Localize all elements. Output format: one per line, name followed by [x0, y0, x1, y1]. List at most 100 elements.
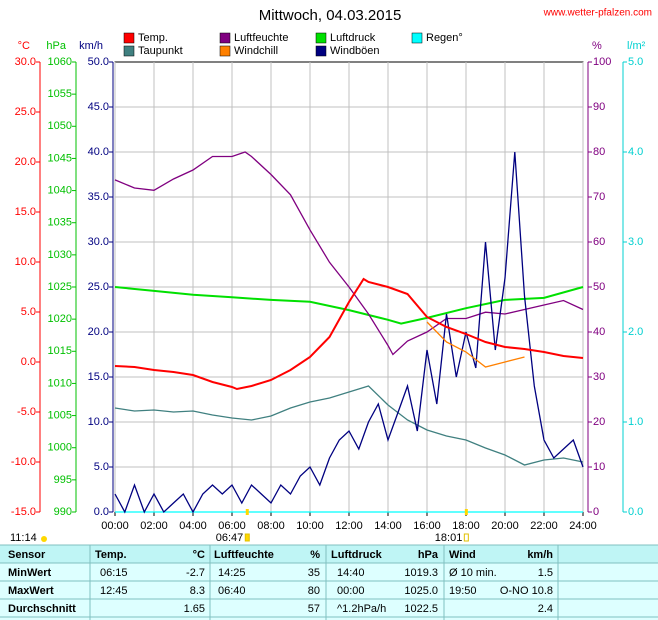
y-tick-label: 20.0 [88, 326, 109, 338]
y-axis-unit: km/h [79, 40, 103, 52]
y-tick-label: 5.0 [94, 461, 109, 473]
table-cell: 06:40 [218, 585, 246, 597]
y-tick-label: 1060 [48, 56, 72, 68]
legend-label: Regen° [426, 32, 463, 44]
y-tick-label: 40.0 [88, 146, 109, 158]
table-header-cell: Wind [449, 549, 476, 561]
x-tick-label: 00:00 [101, 520, 129, 532]
y-tick-label: 1055 [48, 88, 72, 100]
y-tick-label: 2.0 [628, 326, 643, 338]
table-header-cell: Temp. [95, 549, 127, 561]
x-tick-label: 02:00 [140, 520, 168, 532]
table-header-cell: °C [193, 549, 205, 561]
y-tick-label: 45.0 [88, 101, 109, 113]
y-tick-label: 50 [593, 281, 605, 293]
table-cell: 1022.5 [404, 603, 438, 615]
y-tick-label: 0.0 [628, 506, 643, 518]
y-tick-label: -5.0 [17, 406, 36, 418]
y-tick-label: 10.0 [88, 416, 109, 428]
legend-swatch [315, 45, 327, 57]
y-tick-label: 3.0 [628, 236, 643, 248]
legend-swatch [219, 32, 231, 44]
y-tick-label: 15.0 [88, 371, 109, 383]
series-line [114, 277, 584, 391]
table-cell: 19:50 [449, 585, 477, 597]
x-tick-label: 16:00 [413, 520, 441, 532]
x-tick-label: 18:00 [452, 520, 480, 532]
y-tick-label: 1035 [48, 217, 72, 229]
chart-title: Mittwoch, 04.03.2015 [259, 7, 402, 24]
y-tick-label: 25.0 [88, 281, 109, 293]
legend: Temp. Luftfeuchte Luftdruck Regen° Taupunkt W… [123, 32, 463, 57]
x-tick-label: 20:00 [491, 520, 519, 532]
y-tick-label: 0.0 [21, 356, 36, 368]
y-tick-label: 1045 [48, 152, 72, 164]
y-tick-label: 1000 [48, 442, 72, 454]
y-tick-label: 10.0 [15, 256, 36, 268]
series-line [114, 151, 584, 514]
legend-label: Luftfeuchte [234, 32, 288, 44]
y-tick-label: 1025 [48, 281, 72, 293]
series-lines [114, 151, 584, 514]
y-tick-label: -10.0 [11, 456, 36, 468]
table-cell: 57 [308, 603, 320, 615]
y-tick-label: 995 [54, 474, 72, 486]
y-tick-label: 1040 [48, 184, 72, 196]
y-tick-label: 1.0 [628, 416, 643, 428]
x-tick-label: 04:00 [179, 520, 207, 532]
series-line [114, 385, 584, 466]
table-cell: 1025.0 [404, 585, 438, 597]
y-tick-label: 60 [593, 236, 605, 248]
source-url[interactable]: www.wetter-pfalzen.com [543, 8, 652, 19]
table-cell: 35 [308, 567, 320, 579]
legend-swatch [123, 45, 135, 57]
y-tick-label: 100 [593, 56, 611, 68]
y-axis-unit: % [592, 40, 602, 52]
y-tick-label: 50.0 [88, 56, 109, 68]
y-tick-label: 30.0 [15, 56, 36, 68]
table-cell: O-NO 10.8 [500, 585, 553, 597]
y-tick-label: 20 [593, 416, 605, 428]
table-header-cell: Luftdruck [331, 549, 383, 561]
y-tick-label: -15.0 [11, 506, 36, 518]
table-cell: 00:00 [337, 585, 365, 597]
x-tick-label: 06:00 [218, 520, 246, 532]
y-axis-unit: l/m² [627, 40, 646, 52]
legend-swatch [411, 32, 423, 44]
y-tick-label: 35.0 [88, 191, 109, 203]
y-tick-label: 4.0 [628, 146, 643, 158]
y-tick-label: 90 [593, 101, 605, 113]
table-header-cell: % [310, 549, 320, 561]
legend-label: Windchill [234, 45, 278, 57]
table-header-cell: km/h [527, 549, 553, 561]
table-header-cell: Luftfeuchte [214, 549, 274, 561]
table-cell: ^1.2hPa/h [337, 603, 386, 615]
sunrise-icon [244, 533, 250, 542]
y-axis-unit: °C [18, 40, 30, 52]
y-tick-label: 5.0 [21, 306, 36, 318]
x-tick-label: 12:00 [335, 520, 363, 532]
series-line [114, 151, 584, 356]
y-tick-label: 80 [593, 146, 605, 158]
x-tick-label: 08:00 [257, 520, 285, 532]
table-cell: -2.7 [186, 567, 205, 579]
axes: 00:00 02:00 04:00 06:00 08:00 10:00 12:00 14:00… [11, 40, 646, 532]
table-header-bg [0, 545, 658, 563]
table-cell: 1.65 [184, 603, 205, 615]
legend-swatch [219, 45, 231, 57]
y-tick-label: 1030 [48, 249, 72, 261]
events: 11:14 06:47 18:01 [10, 509, 469, 544]
stats-table: Sensor Temp. °C Luftfeuchte% Luftdruck hPa Win… [0, 544, 658, 620]
table-cell: 80 [308, 585, 320, 597]
table-cell: Ø 10 min. [449, 567, 497, 579]
y-tick-label: 0 [593, 506, 599, 518]
table-cell: 06:15 [100, 567, 128, 579]
sunset-icon [463, 533, 469, 542]
x-tick-label: 10:00 [296, 520, 324, 532]
y-tick-label: 1015 [48, 345, 72, 357]
moon-time: 11:14 [10, 532, 37, 544]
y-tick-label: 15.0 [15, 206, 36, 218]
table-header-cell: Sensor [8, 549, 46, 561]
table-cell: 8.3 [190, 585, 205, 597]
